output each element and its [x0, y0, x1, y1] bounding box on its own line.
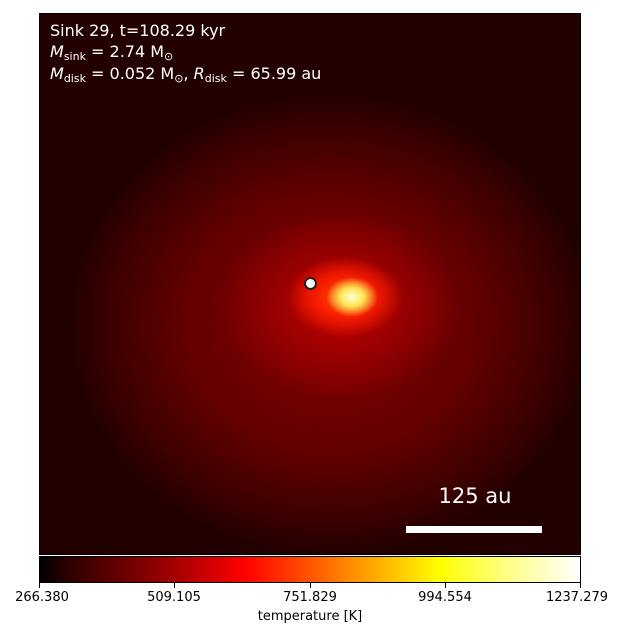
m-disk-value: = 0.052 M	[85, 64, 175, 83]
colorbar-tick-label: 994.554	[418, 590, 472, 605]
scale-bar-label: 125 au	[438, 484, 512, 508]
m-disk-unit-subscript: ⊙	[174, 72, 184, 85]
time-value: t=108.29 kyr	[119, 21, 226, 40]
r-disk-subscript: disk	[204, 72, 227, 85]
colorbar-tick	[174, 583, 175, 588]
m-disk-symbol: M	[50, 64, 64, 83]
m-sink-symbol: M	[50, 42, 64, 61]
m-sink-value: = 2.74 M	[85, 42, 165, 61]
map-overlay: Sink 29, t=108.29 kyr Msink = 2.74 M⊙ Md…	[40, 14, 580, 554]
r-disk-value: = 65.99 au	[226, 64, 322, 83]
temperature-map: Sink 29, t=108.29 kyr Msink = 2.74 M⊙ Md…	[39, 13, 581, 555]
m-sink-subscript: sink	[63, 50, 86, 63]
colorbar-tick-label: 1237.279	[545, 590, 609, 605]
colorbar	[39, 556, 581, 583]
m-disk-subscript: disk	[63, 72, 86, 85]
colorbar-tick	[39, 583, 40, 588]
separator: ,	[183, 64, 194, 83]
colorbar-label: temperature [K]	[257, 609, 363, 624]
colorbar-tick	[580, 583, 581, 588]
colorbar-tick-label: 751.829	[283, 590, 337, 605]
colorbar-tick	[445, 583, 446, 588]
sink-title-annotation: Sink 29, t=108.29 kyr	[50, 21, 226, 40]
sink-name: Sink 29	[50, 21, 110, 40]
sink-marker-icon	[304, 277, 317, 290]
colorbar-tick	[310, 583, 311, 588]
r-disk-symbol: R	[193, 64, 205, 83]
disk-properties-annotation: Mdisk = 0.052 M⊙, Rdisk = 65.99 au	[50, 64, 321, 88]
colorbar-tick-label: 266.380	[15, 590, 69, 605]
sink-mass-annotation: Msink = 2.74 M⊙	[50, 42, 173, 66]
m-sink-unit-subscript: ⊙	[164, 50, 174, 63]
scale-bar	[406, 526, 542, 533]
colorbar-tick-label: 509.105	[147, 590, 201, 605]
